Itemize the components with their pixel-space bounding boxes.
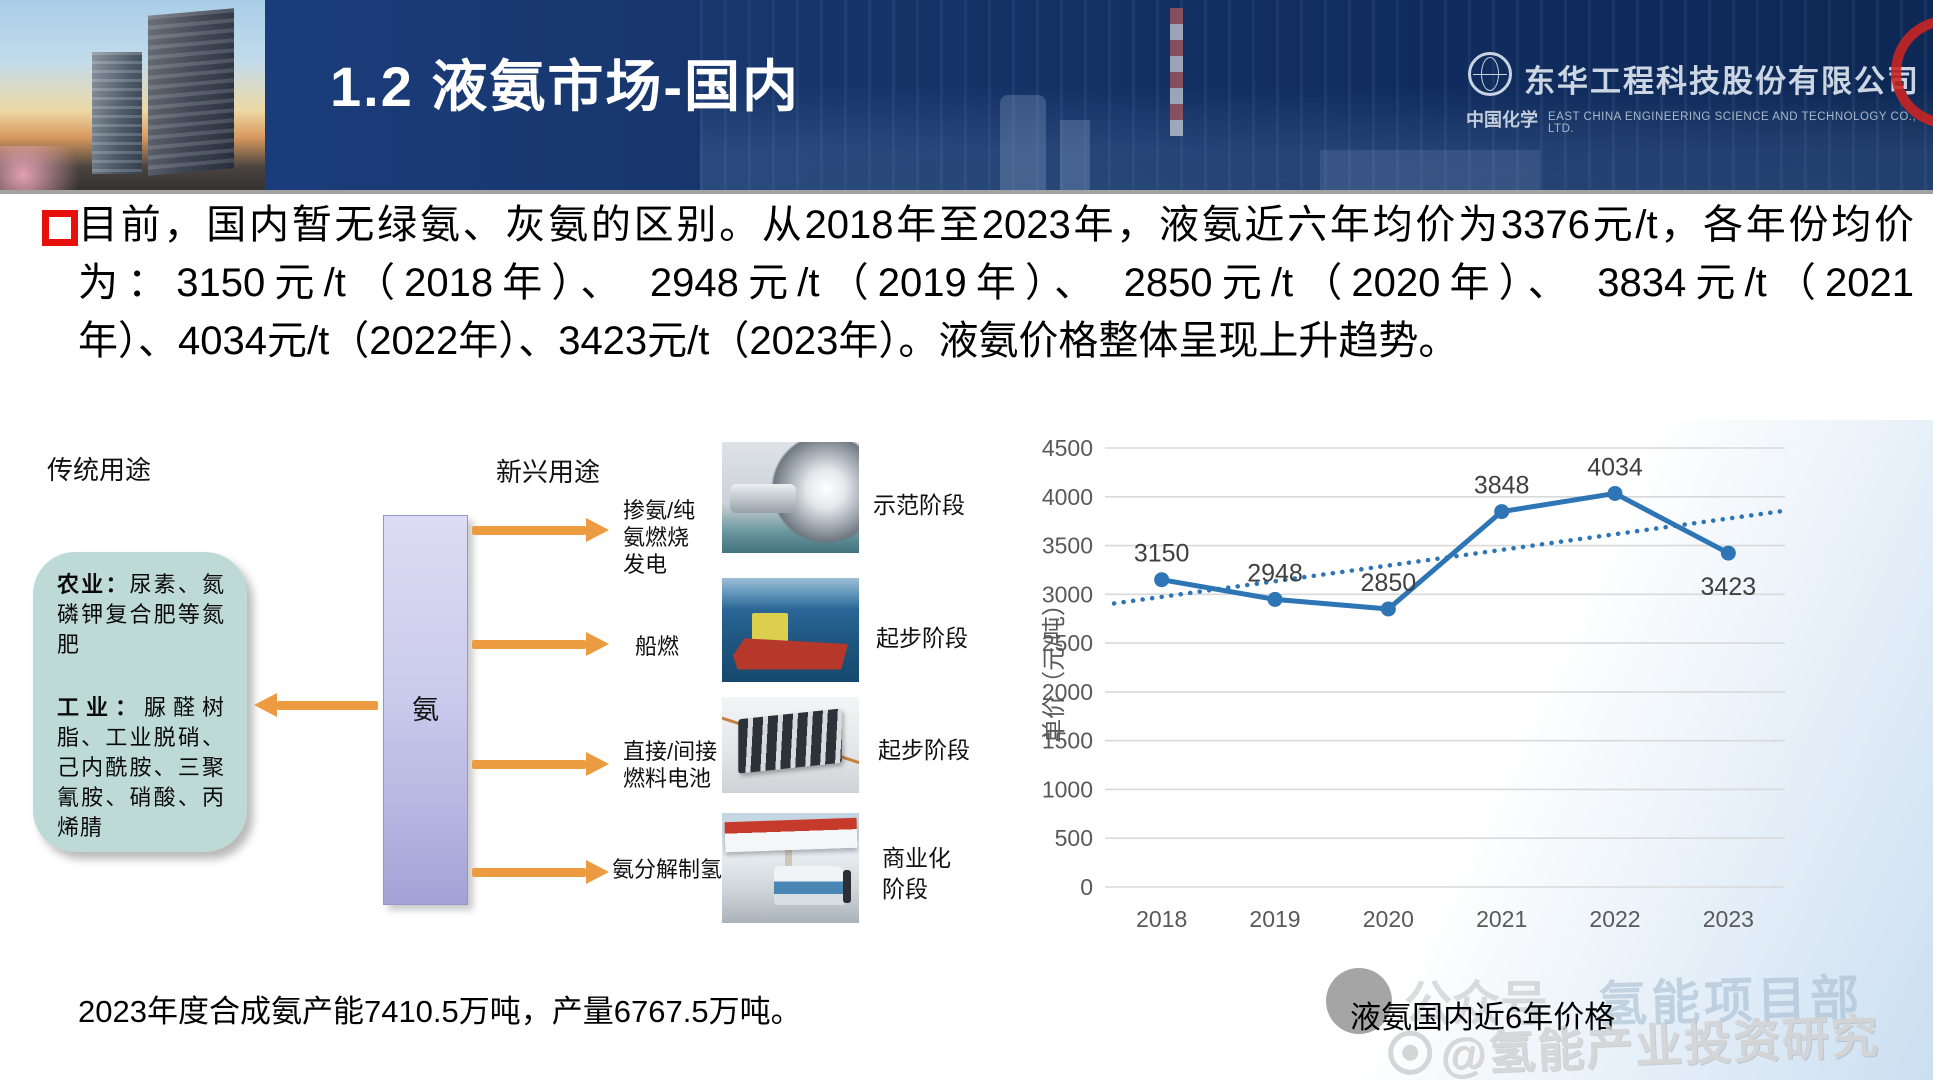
svg-text:单价（元/吨）: 单价（元/吨） <box>1041 592 1068 743</box>
ship-hull-shape <box>732 638 849 670</box>
svg-text:4500: 4500 <box>1042 435 1093 461</box>
stage-label-startup-2: 起步阶段 <box>878 737 970 763</box>
svg-text:2019: 2019 <box>1249 906 1300 932</box>
intro-line: 年）、4034元/t（2022年）、3423元/t（2023年）。液氨价格整体呈… <box>78 319 1459 363</box>
chimney-silhouette <box>1170 8 1183 136</box>
turbine-shaft-shape <box>730 484 796 514</box>
chart-caption: 液氨国内近6年价格 <box>1350 1000 1616 1035</box>
header-banner: 1.2 液氨市场-国内 东华工程科技股份有限公司 中国化学 EAST CHINA… <box>0 0 1933 194</box>
svg-text:2022: 2022 <box>1589 906 1640 932</box>
blossom-decoration <box>0 146 98 190</box>
emerging-uses-heading: 新兴用途 <box>496 457 601 487</box>
svg-text:2500: 2500 <box>1042 630 1093 656</box>
fuel-cell-stack-shape <box>738 708 843 774</box>
svg-text:3000: 3000 <box>1042 581 1093 607</box>
station-bus-shape <box>774 865 846 906</box>
stage-label-commercial: 商业化 阶段 <box>882 845 951 902</box>
cooling-tower-silhouette <box>1000 95 1046 190</box>
intro-paragraph: 目前，国内暂无绿氨、灰氨的区别。从2018年至2023年，液氨近六年均价为337… <box>78 196 1914 370</box>
traditional-uses-heading: 传统用途 <box>47 455 152 485</box>
stage-label-demonstration: 示范阶段 <box>873 492 965 518</box>
ammonia-node: 氨 <box>383 515 468 905</box>
cncec-globe-icon <box>1468 52 1512 96</box>
station-canopy-shape <box>724 817 857 852</box>
station-person-shape <box>842 870 851 904</box>
stage-label-startup-1: 起步阶段 <box>876 625 968 651</box>
svg-text:4034: 4034 <box>1587 453 1643 481</box>
arrow-left-traditional <box>254 693 378 717</box>
ammonia-marine-fuel-ship-photo <box>722 578 859 682</box>
plant-structure-silhouette <box>1320 150 1540 190</box>
station-pillar-shape <box>785 846 792 884</box>
agriculture-uses-text: 农业：尿素、氮磷钾复合肥等氮肥 <box>57 572 225 657</box>
bullet-square-icon <box>42 210 78 246</box>
traditional-uses-box: 农业：尿素、氮磷钾复合肥等氮肥 工业：脲醛树脂、工业脱硝、己内酰胺、三聚氰胺、硝… <box>33 552 247 852</box>
svg-text:3848: 3848 <box>1474 472 1530 500</box>
building-silhouette <box>148 8 234 176</box>
svg-text:2000: 2000 <box>1042 679 1093 705</box>
svg-text:2948: 2948 <box>1247 559 1303 587</box>
ammonia-fuel-cell-photo <box>722 697 859 793</box>
use-label-power: 掺氨/纯 氨燃烧 发电 <box>623 498 696 577</box>
industry-uses-text: 工业：脲醛树脂、工业脱硝、己内酰胺、三聚氰胺、硝酸、丙烯腈 <box>57 695 225 840</box>
building-silhouette <box>92 52 142 174</box>
svg-text:1500: 1500 <box>1042 728 1093 754</box>
svg-text:500: 500 <box>1055 825 1093 851</box>
use-label-hydrogen: 氨分解制氢 <box>612 857 723 882</box>
svg-text:1000: 1000 <box>1042 776 1093 802</box>
industry-label: 工业： <box>57 695 144 720</box>
svg-text:2020: 2020 <box>1363 906 1414 932</box>
page-title: 1.2 液氨市场-国内 <box>330 55 801 118</box>
ammonia-node-label: 氨 <box>412 695 439 725</box>
svg-text:4000: 4000 <box>1042 484 1093 510</box>
svg-text:0: 0 <box>1080 874 1093 900</box>
brand-name-cn: 中国化学 <box>1466 110 1538 130</box>
intro-line: 为：3150元/t（2018年）、 2948元/t（2019年）、 2850元/… <box>78 261 1914 305</box>
arrow-right-ship <box>472 632 609 656</box>
weibo-eye-icon <box>1387 1029 1434 1076</box>
ship-cabin-shape <box>752 613 788 643</box>
agriculture-label: 农业： <box>57 572 130 597</box>
background-gradient <box>1180 420 1933 1080</box>
arrow-right-fuelcell <box>472 752 609 776</box>
svg-text:2018: 2018 <box>1136 906 1187 932</box>
watermark-circle-logo <box>1326 968 1392 1034</box>
arrow-right-hydrogen <box>472 860 609 884</box>
svg-text:2021: 2021 <box>1476 906 1527 932</box>
svg-text:3150: 3150 <box>1134 540 1190 568</box>
hydrogen-refueling-station-photo <box>722 813 859 923</box>
use-label-fuelcell: 直接/间接 燃料电池 <box>623 739 718 791</box>
svg-text:3500: 3500 <box>1042 533 1093 559</box>
ammonia-price-line-chart: 0 500 1000 1500 2000 2500 3000 3500 4000 4500 2018… <box>1041 435 1785 932</box>
company-name-en: EAST CHINA ENGINEERING SCIENCE AND TECHN… <box>1548 111 1917 135</box>
company-name-cn: 东华工程科技股份有限公司 <box>1524 64 1920 99</box>
headquarters-building-photo <box>0 0 265 190</box>
svg-text:3423: 3423 <box>1701 573 1757 601</box>
production-note: 2023年度合成氨产能7410.5万吨，产量6767.5万吨。 <box>78 994 802 1029</box>
intro-line: 目前，国内暂无绿氨、灰氨的区别。从2018年至2023年，液氨近六年均价为337… <box>78 203 1914 247</box>
use-label-ship: 船燃 <box>635 634 680 659</box>
ammonia-combustion-power-photo <box>722 442 859 553</box>
plant-structure-silhouette <box>1060 120 1090 190</box>
chemical-plant-photo <box>700 0 1933 190</box>
svg-text:2023: 2023 <box>1703 906 1754 932</box>
watermark-wechat-label: 公众号 <box>1404 978 1549 1031</box>
svg-text:2850: 2850 <box>1361 569 1417 597</box>
arrow-right-power <box>472 518 609 542</box>
